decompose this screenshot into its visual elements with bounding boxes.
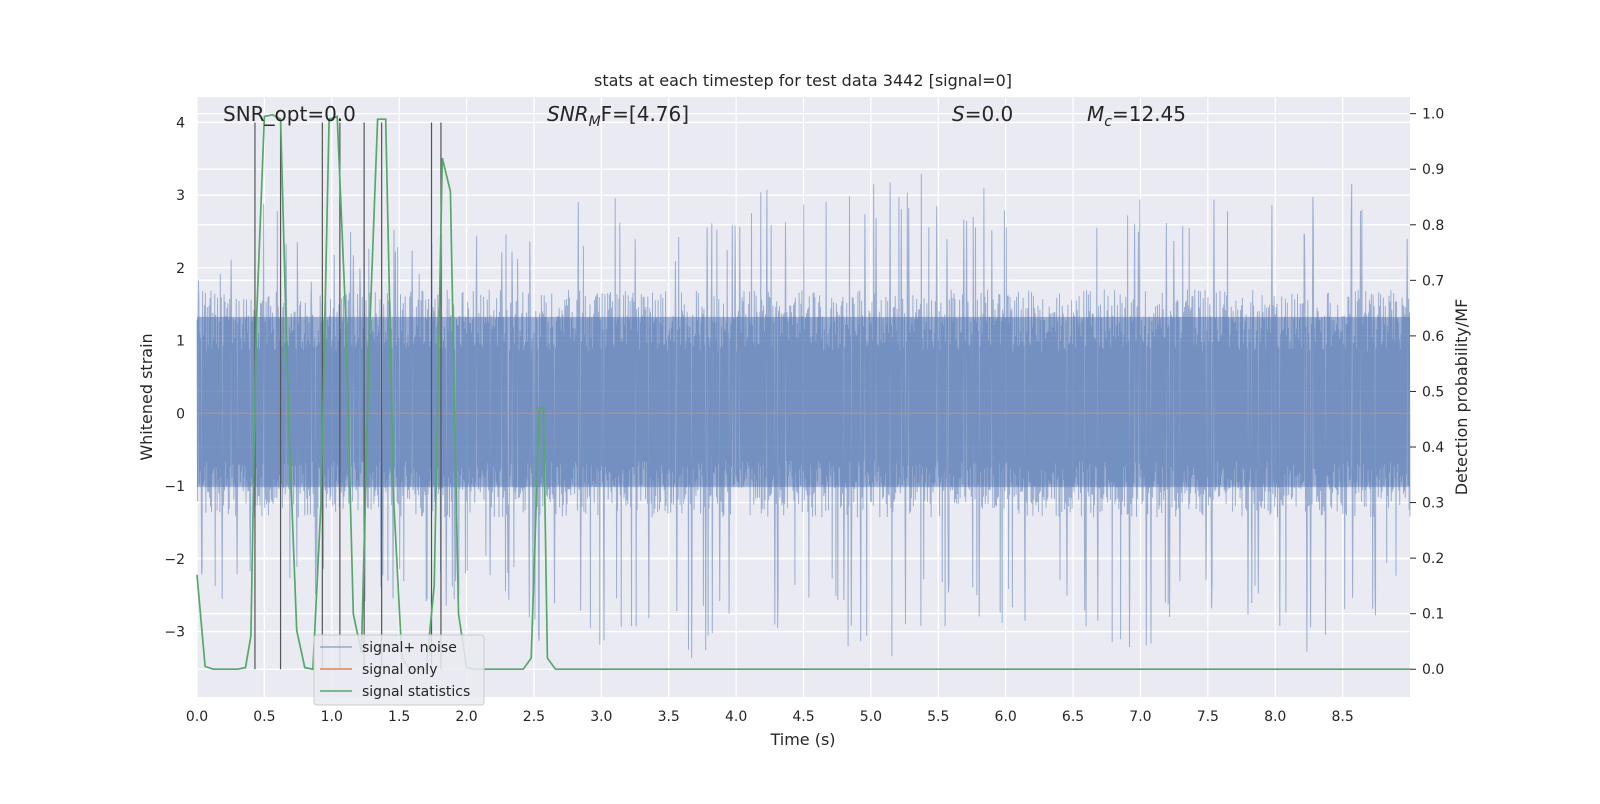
y-left-tick-label: 1 bbox=[176, 334, 185, 350]
x-tick-label: 8.0 bbox=[1264, 709, 1286, 725]
y-right-tick-label: 0.7 bbox=[1422, 273, 1444, 289]
legend-frame bbox=[313, 634, 485, 706]
s-annotation: S=0.0 bbox=[952, 102, 1013, 126]
y-right-tick-label: 1.0 bbox=[1422, 107, 1444, 123]
x-tick-label: 5.0 bbox=[860, 709, 882, 725]
y-left-tick-label: 2 bbox=[176, 261, 185, 277]
mc-subscript: c bbox=[1104, 114, 1112, 130]
legend: signal+ noise signal only signal statist… bbox=[313, 634, 485, 706]
x-tick-label: 5.5 bbox=[927, 709, 949, 725]
y-right-tick-label: 0.4 bbox=[1422, 440, 1444, 456]
x-tick-label: 1.0 bbox=[321, 709, 343, 725]
snr-mf-subscript: M bbox=[589, 114, 601, 130]
y-right-tick-label: 0.0 bbox=[1422, 662, 1444, 678]
x-tick-label: 0.0 bbox=[186, 709, 208, 725]
x-tick-label: 3.5 bbox=[658, 709, 680, 725]
snr-mf-symbol: SNR bbox=[547, 102, 589, 126]
y-right-tick-label: 0.3 bbox=[1422, 496, 1444, 512]
x-tick-label: 7.0 bbox=[1129, 709, 1151, 725]
y-right-tick-label: 0.8 bbox=[1422, 218, 1444, 234]
mc-value: =12.45 bbox=[1112, 102, 1186, 126]
y-right-tick-label: 0.2 bbox=[1422, 551, 1444, 567]
mc-annotation: Mc=12.45 bbox=[1087, 102, 1186, 130]
s-symbol: S bbox=[952, 102, 965, 126]
y-left-tick-label: −1 bbox=[164, 479, 185, 495]
y-left-tick-label: 3 bbox=[176, 188, 185, 204]
x-tick-label: 4.0 bbox=[725, 709, 747, 725]
left-y-axis-label: Whitened strain bbox=[137, 333, 156, 460]
x-tick-label: 6.5 bbox=[1062, 709, 1084, 725]
y-right-tick-label: 0.9 bbox=[1422, 162, 1444, 178]
snr-mf-value: F=[4.76] bbox=[601, 102, 689, 126]
x-tick-label: 1.5 bbox=[388, 709, 410, 725]
s-value: =0.0 bbox=[965, 102, 1014, 126]
right-y-axis-ticks: 0.0 0.1 0.2 0.3 0.4 0.5 0.6 0.7 0.8 0.9 1.0 bbox=[1410, 107, 1444, 678]
mc-symbol: M bbox=[1087, 102, 1104, 126]
right-y-axis-label: Detection probability/MF bbox=[1452, 299, 1471, 496]
statistics-line bbox=[196, 113, 1410, 671]
x-tick-label: 2.5 bbox=[523, 709, 545, 725]
legend-label-statistics: signal statistics bbox=[362, 684, 470, 700]
legend-label-signal-only: signal only bbox=[362, 662, 437, 678]
y-left-tick-label: −3 bbox=[164, 625, 185, 641]
legend-label-noise: signal+ noise bbox=[362, 640, 457, 656]
noise-line bbox=[196, 174, 1411, 659]
y-left-tick-label: 0 bbox=[176, 406, 185, 422]
x-tick-label: 8.5 bbox=[1331, 709, 1353, 725]
x-tick-label: 4.5 bbox=[792, 709, 814, 725]
x-tick-label: 0.5 bbox=[253, 709, 275, 725]
snr-mf-annotation: SNRMF=[4.76] bbox=[547, 102, 689, 130]
y-left-tick-label: −2 bbox=[164, 552, 185, 568]
x-tick-label: 7.5 bbox=[1197, 709, 1219, 725]
y-right-tick-label: 0.1 bbox=[1422, 607, 1444, 623]
snr-opt-annotation: SNR_opt=0.0 bbox=[223, 102, 356, 126]
x-tick-label: 3.0 bbox=[590, 709, 612, 725]
y-left-tick-label: 4 bbox=[176, 115, 185, 131]
y-right-tick-label: 0.5 bbox=[1422, 384, 1444, 400]
x-tick-label: 6.0 bbox=[995, 709, 1017, 725]
x-axis-ticks: 0.0 0.5 1.0 1.5 2.0 2.5 3.0 3.5 4.0 4.5 5.0 5.5 6.0 6… bbox=[186, 709, 1354, 725]
left-y-axis-ticks: −3 −2 −1 0 1 2 3 4 bbox=[164, 115, 185, 640]
x-axis-label: Time (s) bbox=[769, 730, 835, 749]
x-tick-label: 2.0 bbox=[455, 709, 477, 725]
noise-series bbox=[196, 174, 1411, 659]
chart-title: stats at each timestep for test data 344… bbox=[594, 71, 1012, 90]
statistics-series bbox=[196, 113, 1410, 671]
y-right-tick-label: 0.6 bbox=[1422, 329, 1444, 345]
